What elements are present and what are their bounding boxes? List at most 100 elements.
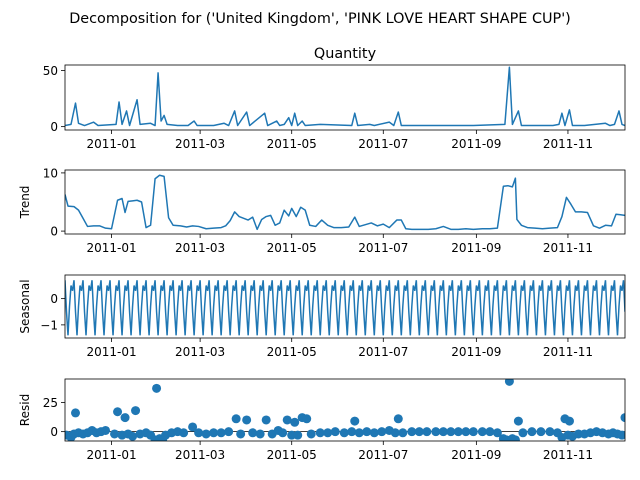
resid-point (209, 428, 219, 438)
resid-point (179, 428, 189, 438)
observed-xtick-label: 2011-07 (358, 137, 408, 151)
resid-point (152, 383, 162, 393)
resid-point (377, 427, 387, 437)
observed-xtick-label: 2011-09 (451, 137, 501, 151)
trend-panel: 0 10 2011-01 2011-03 2011-05 2011-07 2011-09 20… (18, 166, 626, 255)
seasonal-xtick-label: 2011-07 (358, 345, 408, 359)
resid-point (110, 429, 120, 439)
seasonal-xtick-label: 2011-01 (86, 345, 136, 359)
resid-point (71, 408, 81, 418)
observed-xtick-label: 2011-11 (543, 137, 593, 151)
resid-point (390, 428, 400, 438)
resid-point (323, 428, 333, 438)
seasonal-ylabel: Seasonal (18, 279, 32, 333)
resid-point (564, 416, 574, 426)
resid-xtick-label: 2011-09 (451, 448, 501, 462)
resid-panel: 0 25 2011-01 2011-03 2011-05 2011-07 2011-09 20… (18, 378, 626, 462)
resid-xtick-label: 2011-11 (543, 448, 593, 462)
trend-xtick-label: 2011-03 (175, 241, 225, 255)
resid-point (510, 435, 520, 441)
observed-title: Quantity (314, 46, 377, 62)
resid-point (504, 379, 514, 386)
resid-point (354, 428, 364, 438)
resid-point (527, 427, 537, 437)
resid-point (282, 415, 292, 425)
seasonal-xtick-label: 2011-03 (175, 345, 225, 359)
resid-point (513, 416, 523, 426)
resid-point (306, 429, 316, 439)
trend-ylabel: Trend (18, 186, 32, 220)
seasonal-ytick-label: 0 (50, 292, 58, 306)
resid-point (407, 427, 417, 437)
resid-point (293, 430, 303, 440)
figure-suptitle: Decomposition for ('United Kingdom', 'PI… (69, 11, 571, 27)
observed-ytick-label: 0 (50, 120, 58, 134)
resid-point (518, 428, 528, 438)
resid-point (620, 413, 625, 423)
resid-point (347, 427, 357, 437)
resid-point (231, 414, 241, 424)
resid-xtick-label: 2011-03 (175, 448, 225, 462)
resid-point (453, 427, 463, 437)
resid-data (65, 379, 625, 441)
trend-xtick-label: 2011-09 (451, 241, 501, 255)
resid-point (431, 427, 441, 437)
trend-axes-frame (64, 169, 626, 235)
seasonal-xtick-label: 2011-05 (267, 345, 317, 359)
trend-xtick-label: 2011-07 (358, 241, 408, 255)
resid-point (302, 414, 312, 424)
seasonal-series-line (65, 280, 625, 336)
resid-point (101, 425, 111, 435)
resid-point (315, 428, 325, 438)
resid-point (468, 427, 478, 437)
resid-point (201, 429, 211, 439)
trend-series-line (65, 174, 625, 231)
observed-xtick-label: 2011-03 (175, 137, 225, 151)
resid-point (216, 428, 226, 438)
resid-point (422, 427, 432, 437)
resid-point (330, 427, 340, 437)
resid-axes-frame (64, 378, 626, 442)
resid-point (120, 413, 130, 423)
resid-point (414, 427, 424, 437)
resid-point (461, 427, 471, 437)
resid-point (113, 407, 123, 417)
observed-data (65, 66, 625, 127)
resid-point (446, 427, 456, 437)
resid-point (492, 428, 502, 438)
observed-xtick-label: 2011-01 (86, 137, 136, 151)
resid-point (224, 427, 234, 437)
resid-point (477, 427, 487, 437)
resid-ytick-label: 25 (43, 396, 58, 410)
resid-point (290, 417, 300, 427)
resid-ytick-label: 0 (50, 425, 58, 439)
resid-point (236, 429, 246, 439)
seasonal-axes-frame (64, 274, 626, 339)
resid-point (485, 427, 495, 437)
resid-point (255, 429, 265, 439)
seasonal-data (65, 280, 625, 336)
seasonal-ytick-label: −1 (40, 318, 58, 332)
resid-point (393, 414, 403, 424)
observed-ytick-label: 50 (43, 64, 58, 78)
resid-point (369, 428, 379, 438)
observed-series-line (65, 66, 625, 127)
resid-point (261, 415, 271, 425)
resid-point (278, 428, 288, 438)
resid-ylabel: Resid (18, 394, 32, 426)
resid-point (339, 428, 349, 438)
resid-point (350, 416, 360, 426)
resid-xtick-label: 2011-07 (358, 448, 408, 462)
trend-ytick-label: 0 (50, 225, 58, 239)
resid-xtick-label: 2011-05 (267, 448, 317, 462)
observed-panel: 0 50 2011-01 2011-03 2011-05 2011-07 2011-09 20… (43, 46, 626, 151)
seasonal-xtick-label: 2011-09 (451, 345, 501, 359)
resid-point (131, 406, 141, 416)
resid-point (617, 430, 625, 440)
trend-ytick-label: 10 (43, 166, 58, 180)
trend-xtick-label: 2011-01 (86, 241, 136, 255)
observed-axes-frame (64, 64, 626, 131)
resid-point (194, 428, 204, 438)
resid-point (545, 427, 555, 437)
